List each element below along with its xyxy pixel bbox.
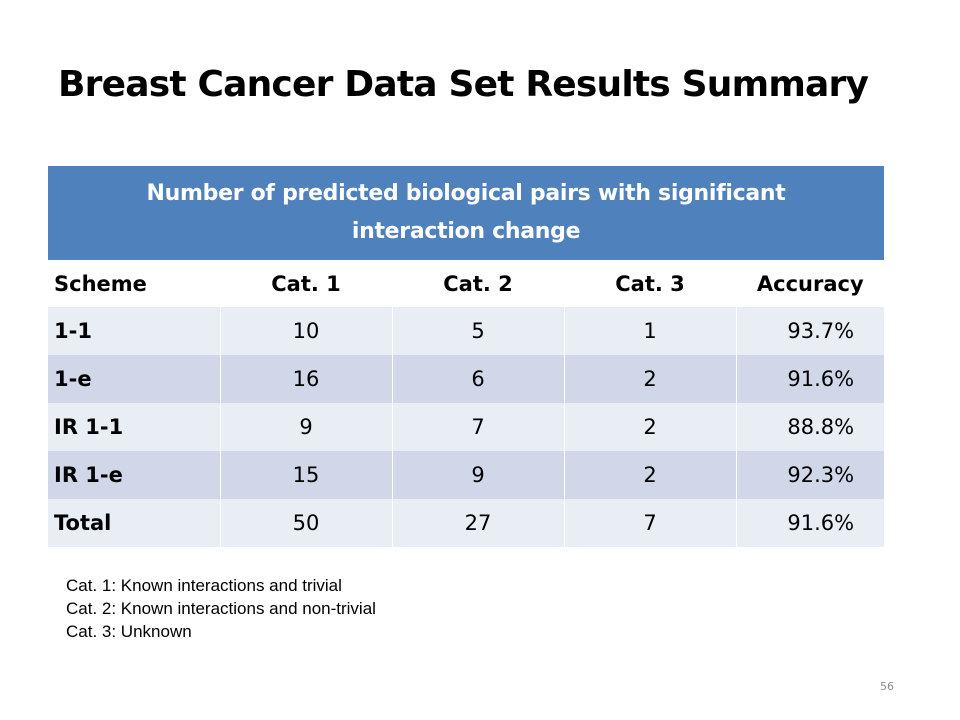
category-legend: Cat. 1: Known interactions and trivial C… — [66, 574, 376, 643]
row-cat-3: 2 — [563, 403, 736, 451]
row-scheme: IR 1-e — [48, 451, 220, 499]
row-scheme: Total — [48, 499, 220, 547]
row-cat-3: 2 — [563, 451, 736, 499]
row-accuracy: 91.6% — [735, 499, 885, 547]
legend-item: Cat. 2: Known interactions and non-trivi… — [66, 599, 376, 618]
header-cat-2: Cat. 2 — [391, 260, 564, 307]
row-cat-1: 9 — [219, 403, 392, 451]
row-scheme: 1-e — [48, 355, 220, 403]
row-cat-2: 27 — [391, 499, 564, 547]
row-cat-3: 7 — [563, 499, 736, 547]
row-scheme: 1-1 — [48, 307, 220, 355]
row-cat-2: 9 — [391, 451, 564, 499]
header-cat-1: Cat. 1 — [219, 260, 392, 307]
row-cat-2: 5 — [391, 307, 564, 355]
table-row-total: Total 50 27 7 91.6% — [48, 499, 885, 547]
row-scheme: IR 1-1 — [48, 403, 220, 451]
legend-item: Cat. 1: Known interactions and trivial — [66, 576, 342, 595]
page-number: 56 — [880, 680, 894, 693]
row-cat-3: 1 — [563, 307, 736, 355]
row-cat-3: 2 — [563, 355, 736, 403]
row-accuracy: 93.7% — [735, 307, 885, 355]
legend-item: Cat. 3: Unknown — [66, 622, 192, 641]
table-row: IR 1-e 15 9 2 92.3% — [48, 451, 885, 499]
header-accuracy: Accuracy — [735, 260, 885, 307]
table-header-row: Scheme Cat. 1 Cat. 2 Cat. 3 Accuracy — [48, 260, 885, 307]
header-cat-3: Cat. 3 — [563, 260, 736, 307]
row-cat-1: 15 — [219, 451, 392, 499]
row-accuracy: 91.6% — [735, 355, 885, 403]
slide-title: Breast Cancer Data Set Results Summary — [58, 64, 869, 105]
row-cat-1: 50 — [219, 499, 392, 547]
table-caption: Number of predicted biological pairs wit… — [48, 166, 885, 260]
row-accuracy: 88.8% — [735, 403, 885, 451]
row-cat-1: 10 — [219, 307, 392, 355]
row-cat-2: 7 — [391, 403, 564, 451]
row-cat-2: 6 — [391, 355, 564, 403]
header-scheme: Scheme — [54, 271, 147, 296]
table-row: IR 1-1 9 7 2 88.8% — [48, 403, 885, 451]
row-cat-1: 16 — [219, 355, 392, 403]
table-row: 1-1 10 5 1 93.7% — [48, 307, 885, 355]
row-accuracy: 92.3% — [735, 451, 885, 499]
table-row: 1-e 16 6 2 91.6% — [48, 355, 885, 403]
results-table: Number of predicted biological pairs wit… — [48, 166, 885, 547]
